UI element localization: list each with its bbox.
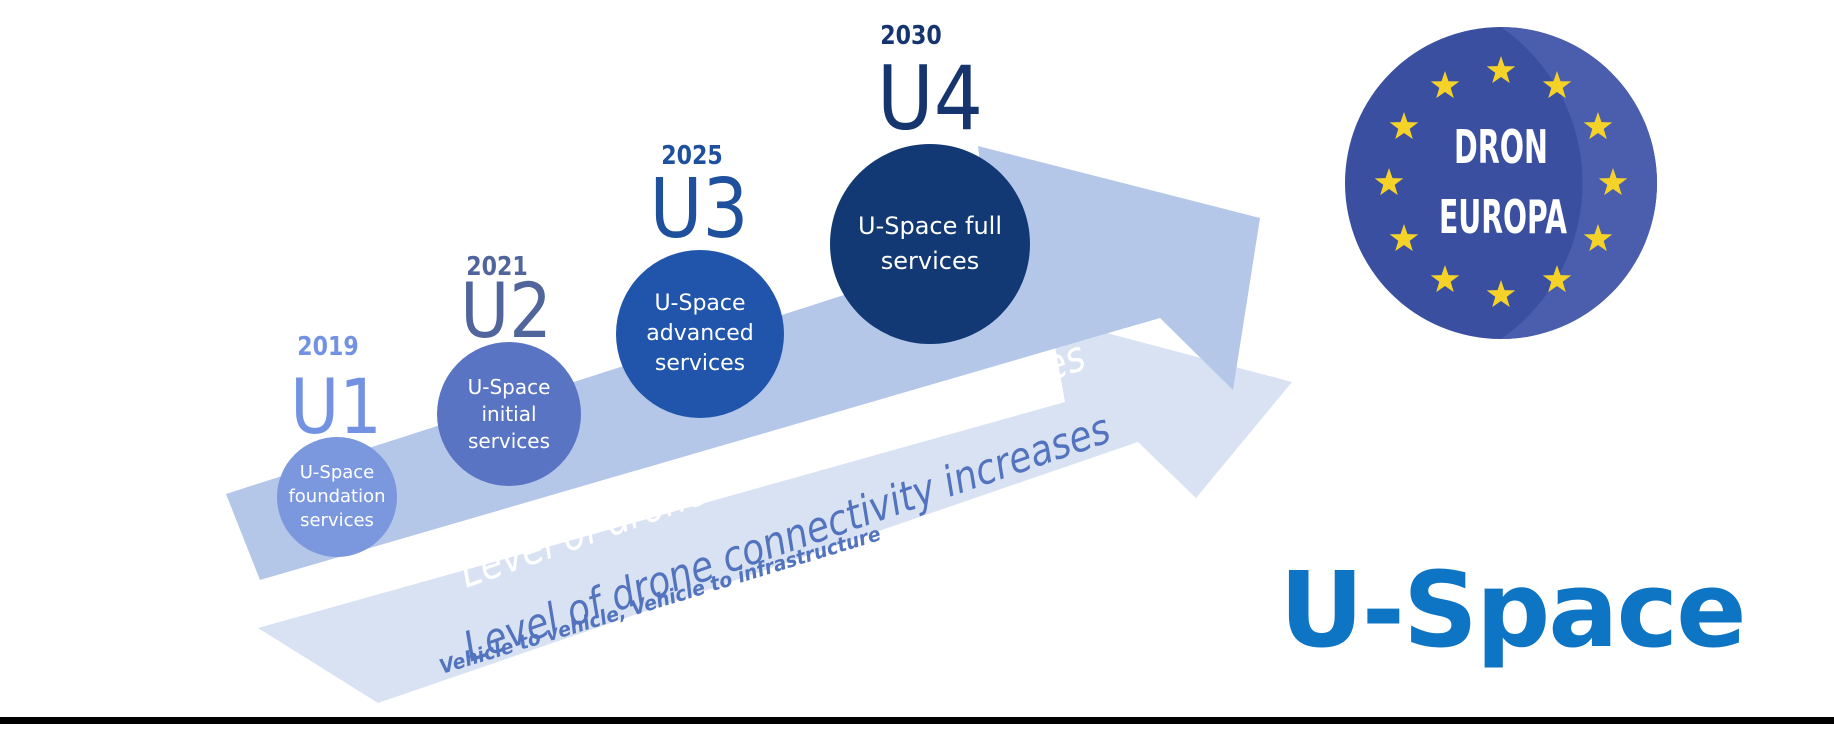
stage-circle-u4: U-Space full services <box>830 144 1030 344</box>
logo-highlight <box>1501 27 1657 339</box>
stage-circle-u2: U-Space initial services <box>437 342 581 486</box>
stage-circle-label-u4: U-Space full services <box>858 212 1002 275</box>
stage-year-u4: 2030 <box>880 21 942 51</box>
stage-code-u2: U2 <box>460 266 552 355</box>
logo-line1: DRON <box>1454 120 1548 174</box>
eu-star <box>1430 71 1460 99</box>
stage-year-u2: 2021 <box>466 252 528 282</box>
stage-circle-label-u2: U-Space initial services <box>467 374 551 453</box>
stage-code-u4: U4 <box>877 47 983 150</box>
dron-europa-logo: DRON EUROPA <box>1345 27 1657 339</box>
logo-line2: EUROPA <box>1439 190 1567 244</box>
eu-star <box>1389 112 1419 140</box>
stage-circle-u1: U-Space foundation services <box>277 437 397 557</box>
connectivity-arrow <box>258 318 1292 703</box>
stage-year-u3: 2025 <box>661 141 723 171</box>
eu-star <box>1583 224 1613 252</box>
stage-circle-u3: U-Space advanced services <box>616 250 784 418</box>
eu-star <box>1542 265 1572 293</box>
eu-stars <box>1374 56 1628 308</box>
page-title: U-Space <box>1279 549 1746 671</box>
eu-star <box>1374 168 1404 196</box>
eu-star <box>1583 112 1613 140</box>
stage-year-u1: 2019 <box>297 332 359 362</box>
eu-star <box>1486 280 1516 308</box>
stage-code-u3: U3 <box>649 162 749 257</box>
eu-star <box>1430 265 1460 293</box>
eu-star <box>1389 224 1419 252</box>
eu-star <box>1542 71 1572 99</box>
bottom-divider <box>0 717 1834 724</box>
stage-circle-label-u1: U-Space foundation services <box>288 462 386 531</box>
eu-star <box>1598 168 1628 196</box>
stage-code-u1: U1 <box>290 362 382 451</box>
stage-circle-label-u3: U-Space advanced services <box>646 291 754 376</box>
eu-star <box>1486 56 1516 84</box>
